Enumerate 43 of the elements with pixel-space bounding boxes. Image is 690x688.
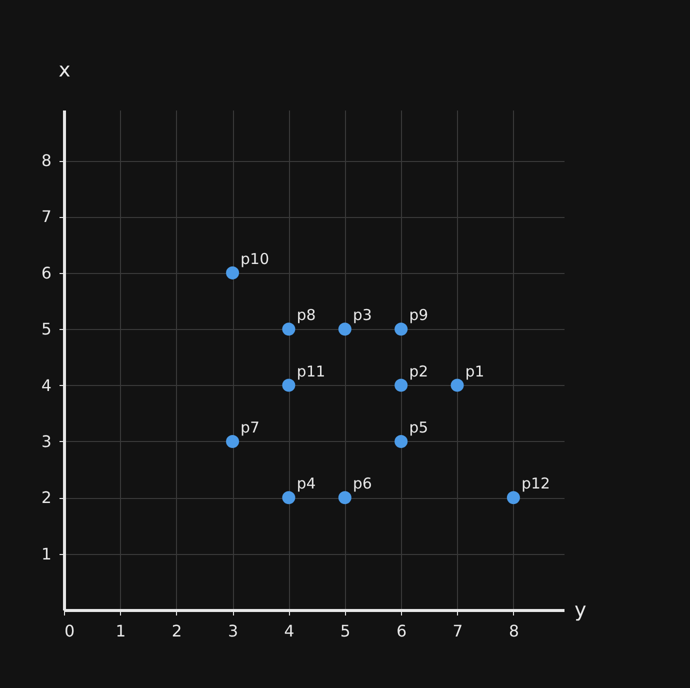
annotation: p5 (409, 418, 428, 436)
point (226, 266, 240, 280)
y-tick-label: 3 (41, 432, 52, 451)
x-tick-label: 6 (396, 622, 407, 640)
annotation: p6 (352, 474, 372, 493)
x-tick-label: 5 (340, 622, 350, 640)
y-tick-label: 2 (41, 488, 52, 508)
annotation: p1 (465, 362, 484, 380)
annotation: p3 (352, 306, 372, 324)
point (282, 322, 296, 336)
annotation: p12 (521, 474, 550, 493)
point (450, 378, 464, 392)
x-tick-label: 8 (508, 622, 520, 640)
point (394, 378, 408, 392)
y-tick-label: 6 (41, 263, 52, 282)
annotation: p8 (296, 306, 316, 324)
annotation: p10 (240, 250, 270, 268)
x-tick-label: 4 (284, 622, 294, 640)
x-tick-label: 1 (116, 622, 126, 640)
point (226, 434, 240, 448)
point (394, 434, 408, 448)
point (338, 491, 352, 504)
x-tick-label: 3 (228, 622, 238, 640)
point (282, 491, 296, 504)
x-tick-label: 2 (172, 622, 182, 640)
x-tick-label: 7 (452, 622, 463, 640)
y-tick-label: 5 (41, 320, 52, 339)
y-tick-label: 7 (41, 207, 52, 226)
y-axis-title: x (58, 58, 71, 82)
annotation: p2 (409, 362, 428, 380)
point (506, 491, 520, 504)
annotation: p9 (409, 306, 428, 324)
annotation: p4 (296, 474, 316, 493)
x-tick-label: 0 (64, 622, 75, 640)
point (394, 322, 408, 336)
annotation: p11 (296, 362, 326, 380)
y-tick-label: 4 (41, 376, 52, 395)
y-tick-label: 1 (41, 544, 52, 564)
annotation: p7 (240, 418, 260, 436)
point (338, 322, 352, 336)
x-axis-title: y (574, 598, 586, 622)
point (282, 378, 296, 392)
y-tick-label: 8 (41, 151, 52, 170)
